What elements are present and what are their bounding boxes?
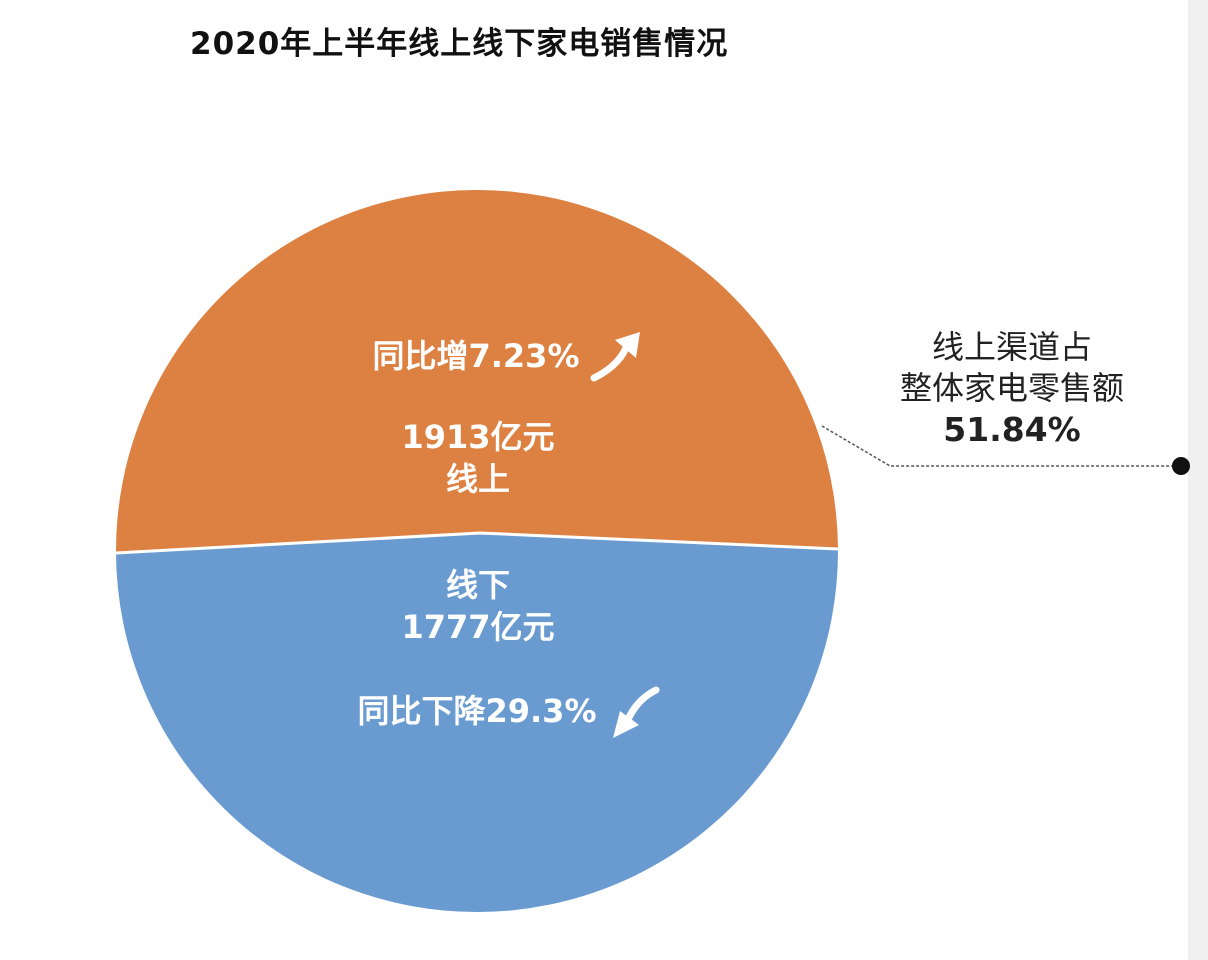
callout-line-2: 整体家电零售额	[900, 369, 1124, 407]
pie-slice-offline	[116, 533, 839, 913]
arrow-up-icon	[590, 332, 640, 382]
chart-title: 2020年上半年线上线下家电销售情况	[190, 26, 729, 62]
callout-dot	[1172, 457, 1190, 475]
offline-change-label: 同比下降29.3%	[357, 692, 596, 730]
callout-value: 51.84%	[943, 410, 1080, 449]
pie-slice-online	[115, 189, 839, 553]
callout-leader-line	[821, 425, 1180, 467]
offline-name-label: 线下	[446, 566, 510, 604]
callout-line-1: 线上渠道占	[932, 328, 1092, 366]
online-name-label: 线上	[446, 460, 510, 498]
online-value-label: 1913亿元	[401, 418, 554, 456]
online-change-label: 同比增7.23%	[372, 337, 579, 375]
offline-value-label: 1777亿元	[401, 608, 554, 646]
page-edge-strip	[1188, 0, 1208, 960]
slice-separator	[115, 531, 839, 555]
arrow-down-icon	[613, 686, 660, 738]
